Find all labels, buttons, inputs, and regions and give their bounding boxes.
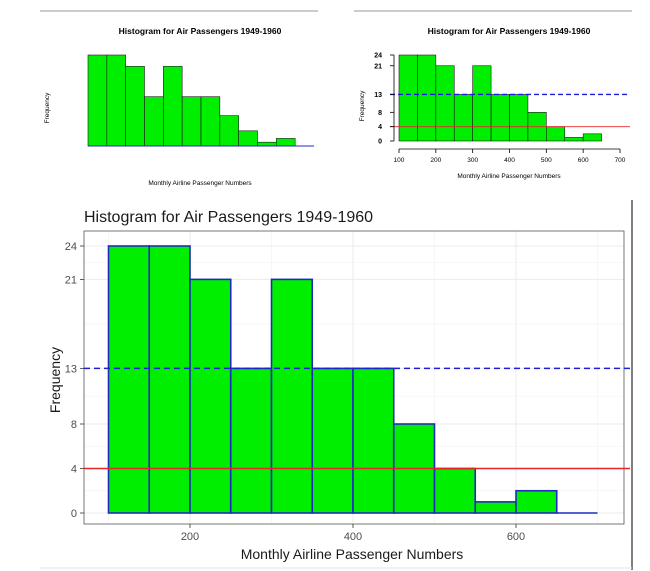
x-axis: 200 400 600: [181, 524, 525, 543]
y-tick-label: 21: [65, 274, 77, 286]
histogram-bar: [509, 94, 529, 142]
histogram-bar: [472, 65, 492, 142]
plot-panel-border: [83, 230, 625, 525]
x-tick-label: 200: [430, 157, 441, 164]
histogram-bar: [106, 54, 126, 147]
histogram-bar: [433, 467, 477, 514]
histogram-bar: [163, 66, 183, 147]
histogram-bar: [474, 501, 517, 514]
y-tick-label: 0: [71, 508, 77, 520]
chart-lines: Histogram for Air Passengers 1949-1960 F…: [354, 10, 632, 180]
reference-lines: [390, 93, 630, 128]
y-axis: 0 4 8 13 21 24: [374, 53, 395, 146]
x-tick-label: 100: [394, 157, 405, 164]
histogram-bar: [148, 245, 191, 514]
x-axis-label: Monthly Airline Passenger Numbers: [457, 173, 561, 180]
histogram-bar: [219, 115, 239, 147]
histogram-bar: [229, 367, 273, 514]
x-tick-label: 600: [507, 531, 525, 543]
histogram-bar: [270, 278, 314, 514]
histogram-bar: [352, 367, 395, 514]
x-tick-label: 200: [181, 531, 199, 543]
chart-title: Histogram for Air Passengers 1949-1960: [119, 26, 282, 36]
y-axis-label: Frequency: [44, 92, 51, 123]
y-tick-label: 24: [374, 53, 382, 60]
x-tick-label: 700: [615, 157, 626, 164]
y-tick-label: 0: [378, 139, 382, 146]
chart-title: Histogram for Air Passengers 1949-1960: [428, 26, 591, 36]
y-tick-label: 8: [71, 419, 77, 431]
histogram-bar: [417, 54, 437, 142]
histogram-bar: [181, 96, 202, 147]
bars: [398, 54, 602, 142]
y-tick-label: 13: [374, 92, 382, 99]
histogram-bar: [564, 137, 584, 142]
chart-title: Histogram for Air Passengers 1949-1960: [84, 209, 373, 226]
y-tick-label: 8: [378, 110, 382, 117]
histogram-bar: [257, 141, 277, 147]
x-tick-label: 300: [467, 157, 478, 164]
y-tick-label: 4: [378, 124, 382, 131]
y-tick-label: 4: [71, 464, 77, 476]
histogram-bar: [490, 94, 510, 142]
reference-lines: [84, 367, 630, 470]
histogram-bar: [189, 278, 232, 514]
chart-base: Histogram for Air Passengers 1949-1960 F…: [40, 10, 318, 187]
y-axis-label: Frequency: [359, 90, 366, 121]
x-axis: 100 200 300 400 500 600 700: [394, 148, 626, 164]
histogram-bar: [435, 65, 455, 142]
x-axis-label: Monthly Airline Passenger Numbers: [148, 180, 252, 187]
histogram-bar: [515, 489, 558, 514]
x-axis-label: Monthly Airline Passenger Numbers: [241, 546, 464, 562]
histogram-bar: [311, 367, 354, 514]
x-tick-label: 400: [504, 157, 515, 164]
histogram-bar: [546, 126, 566, 142]
histogram-bar: [398, 54, 418, 142]
y-axis: 0 4 8 13 21 24: [65, 241, 84, 520]
y-tick-label: 21: [374, 63, 382, 70]
histogram-bar: [453, 94, 473, 142]
chart-gg: Histogram for Air Passengers 1949-1960 0…: [40, 200, 633, 570]
x-tick-label: 500: [541, 157, 552, 164]
y-tick-label: 13: [65, 363, 77, 375]
histogram-bar: [107, 245, 151, 514]
histogram-bar: [125, 66, 145, 147]
histogram-bar: [238, 130, 258, 147]
histogram-bar: [87, 54, 108, 147]
histogram-bar: [582, 133, 602, 142]
histogram-bar: [200, 96, 221, 147]
y-tick-label: 24: [65, 241, 77, 253]
y-axis-label: Frequency: [47, 347, 63, 413]
histogram-bar: [144, 96, 164, 147]
x-tick-label: 600: [578, 157, 589, 164]
x-tick-label: 400: [344, 531, 362, 543]
histogram-bar: [276, 138, 296, 147]
bars: [87, 54, 296, 147]
